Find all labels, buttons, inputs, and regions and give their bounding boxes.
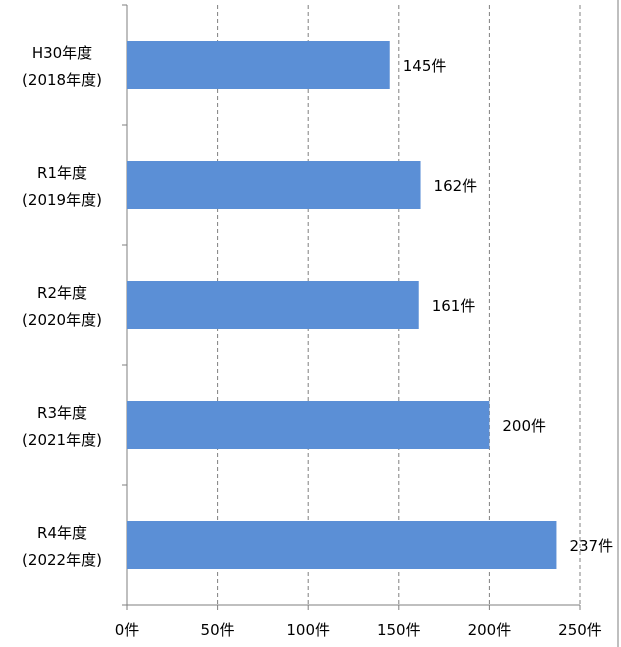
bar: [127, 161, 421, 209]
x-tick-label: 150件: [377, 621, 421, 639]
category-label: H30年度: [32, 44, 92, 62]
category-label: (2020年度): [22, 311, 102, 329]
data-label: 161件: [432, 297, 476, 315]
x-tick-label: 200件: [468, 621, 512, 639]
x-tick-label: 0件: [115, 621, 140, 639]
category-label: (2022年度): [22, 551, 102, 569]
x-tick-label: 250件: [558, 621, 602, 639]
bar: [127, 41, 390, 89]
data-label: 237件: [569, 537, 613, 555]
x-tick-label: 50件: [201, 621, 235, 639]
category-label: (2019年度): [22, 191, 102, 209]
category-label: R4年度: [37, 524, 87, 542]
data-label: 200件: [502, 417, 546, 435]
data-label: 162件: [434, 177, 478, 195]
category-label: (2018年度): [22, 71, 102, 89]
x-tick-label: 100件: [286, 621, 330, 639]
bar: [127, 401, 490, 449]
category-label: R2年度: [37, 284, 87, 302]
category-label: (2021年度): [22, 431, 102, 449]
data-label: 145件: [403, 57, 447, 75]
bar: [127, 521, 557, 569]
category-label: R3年度: [37, 404, 87, 422]
category-label: R1年度: [37, 164, 87, 182]
bar: [127, 281, 419, 329]
